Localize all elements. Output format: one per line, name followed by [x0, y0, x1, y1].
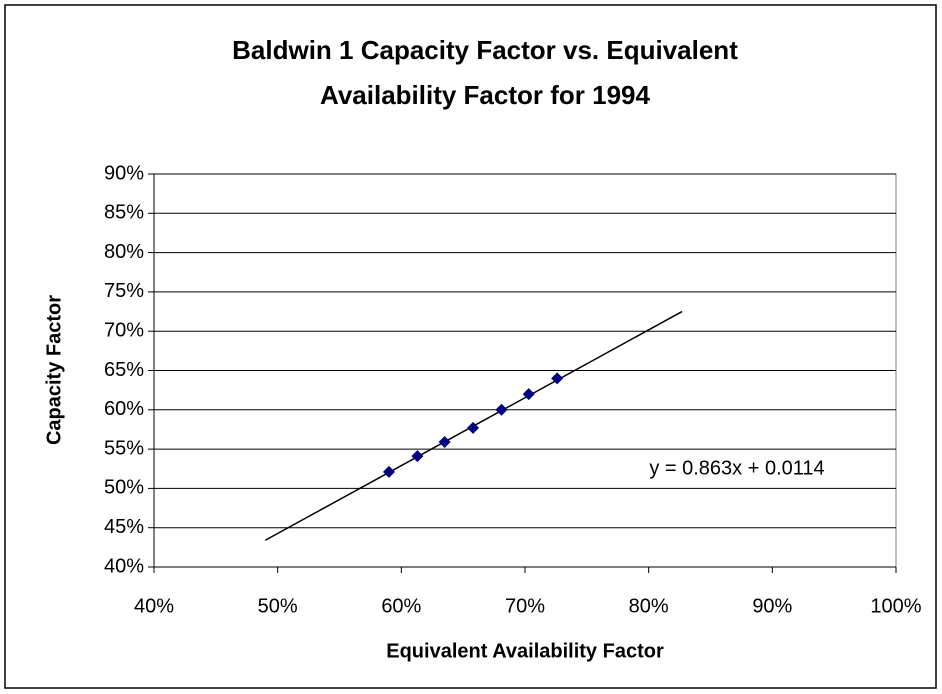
- point: [467, 421, 480, 434]
- point: [495, 403, 508, 416]
- x-tick-label: 40%: [134, 595, 174, 617]
- y-tick-label: 70%: [104, 319, 144, 341]
- y-tick-label: 85%: [104, 202, 144, 224]
- y-tick-label: 65%: [104, 359, 144, 381]
- x-tick-label: 50%: [258, 595, 298, 617]
- y-tick-label: 40%: [104, 555, 144, 577]
- point: [551, 372, 564, 385]
- x-tick-label: 100%: [870, 595, 921, 617]
- y-tick-label: 90%: [104, 162, 144, 184]
- y-tick-label: 50%: [104, 477, 144, 499]
- chart-title: Baldwin 1 Capacity Factor vs. Equivalent: [232, 35, 738, 65]
- chart-title: Availability Factor for 1994: [320, 80, 650, 110]
- point: [382, 465, 395, 478]
- x-tick-label: 70%: [505, 595, 545, 617]
- x-tick-label: 90%: [752, 595, 792, 617]
- x-tick-label: 60%: [381, 595, 421, 617]
- point: [522, 388, 535, 401]
- y-tick-label: 45%: [104, 516, 144, 538]
- point: [411, 450, 424, 463]
- trendline-label: y = 0.863x + 0.0114: [649, 457, 824, 479]
- y-tick-label: 60%: [104, 398, 144, 420]
- y-tick-label: 80%: [104, 241, 144, 263]
- y-tick-label: 55%: [104, 437, 144, 459]
- point: [438, 436, 451, 449]
- x-tick-label: 80%: [629, 595, 669, 617]
- x-axis-title: Equivalent Availability Factor: [386, 640, 664, 662]
- y-tick-label: 75%: [104, 280, 144, 302]
- y-axis-title: Capacity Factor: [43, 295, 65, 445]
